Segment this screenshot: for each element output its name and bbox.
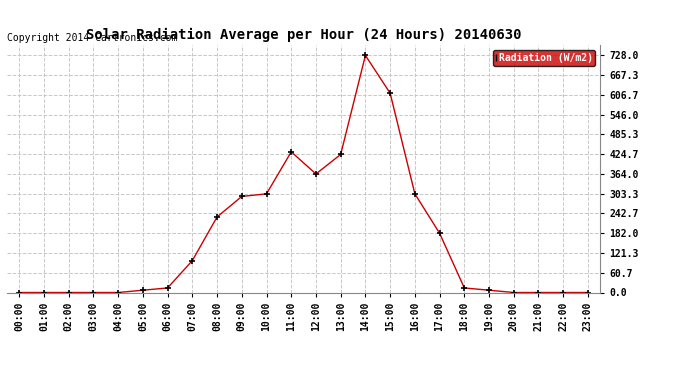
Text: Copyright 2014 Cartronics.com: Copyright 2014 Cartronics.com	[7, 33, 177, 42]
Title: Solar Radiation Average per Hour (24 Hours) 20140630: Solar Radiation Average per Hour (24 Hou…	[86, 28, 522, 42]
Legend: Radiation (W/m2): Radiation (W/m2)	[493, 50, 595, 66]
